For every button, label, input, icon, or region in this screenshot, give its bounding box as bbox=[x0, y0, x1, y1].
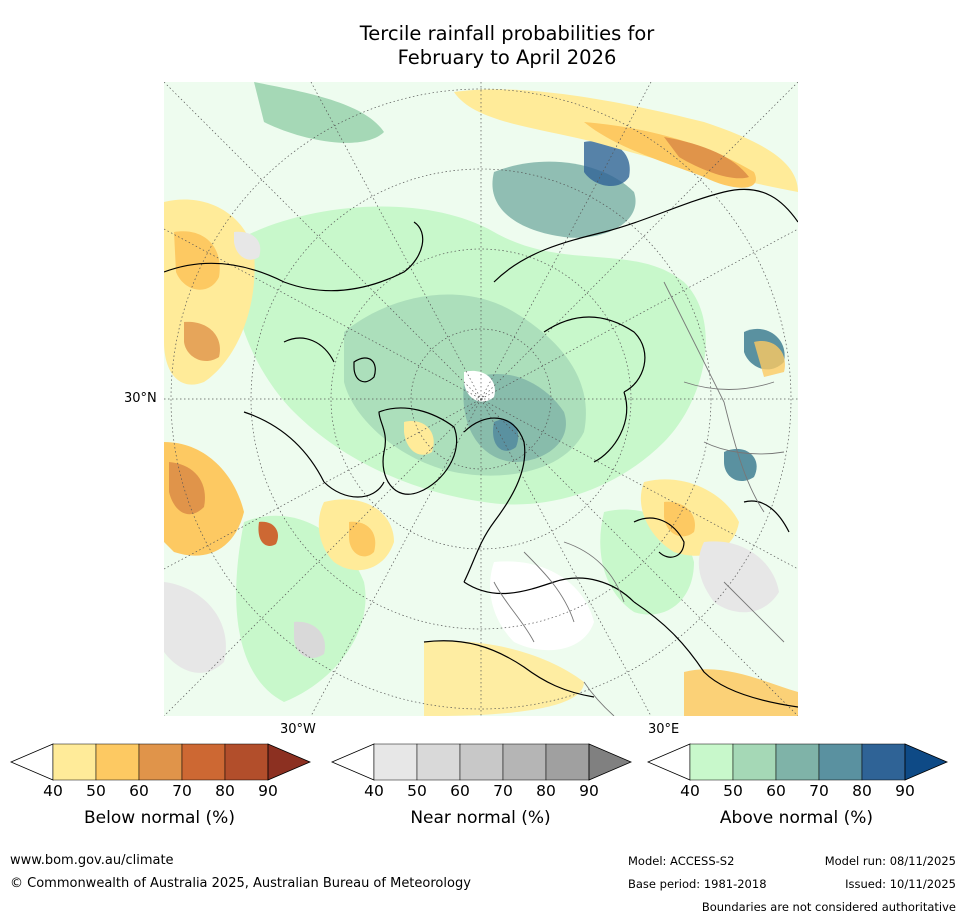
colorbar-above-swatch-50 bbox=[732, 743, 777, 781]
colorbar-below-swatch-80 bbox=[224, 743, 269, 781]
colorbar-below-swatch-40 bbox=[52, 743, 97, 781]
title-line-1: Tercile rainfall probabilities for bbox=[359, 22, 655, 45]
colorbar-near-swatch-50 bbox=[416, 743, 461, 781]
title-line-2: February to April 2026 bbox=[397, 46, 617, 69]
lat-label-30n: 30°N bbox=[124, 391, 157, 406]
colorbar-near-upper-extend bbox=[588, 743, 633, 781]
colorbar-near-swatch-40 bbox=[373, 743, 418, 781]
colorbar-above-lower-extend bbox=[646, 743, 691, 781]
footer-issued: Issued: 10/11/2025 bbox=[845, 877, 956, 891]
chart-title: Tercile rainfall probabilities for Febru… bbox=[0, 22, 965, 70]
colorbar-near bbox=[330, 743, 633, 785]
footer-copyright: © Commonwealth of Australia 2025, Austra… bbox=[10, 876, 471, 891]
colorbar-near-label: Near normal (%) bbox=[410, 808, 551, 828]
colorbar-below-swatch-70 bbox=[181, 743, 226, 781]
colorbar-near-swatch-80 bbox=[545, 743, 590, 781]
colorbar-near-swatch-60 bbox=[459, 743, 504, 781]
colorbar-below-swatch-60 bbox=[138, 743, 183, 781]
colorbar-near-swatch-70 bbox=[502, 743, 547, 781]
map-coastlines bbox=[164, 188, 798, 708]
map-boundaries bbox=[493, 281, 785, 716]
footer-model-run: Model run: 08/11/2025 bbox=[824, 854, 956, 868]
colorbar-near-lower-extend bbox=[330, 743, 375, 781]
colorbar-above-upper-extend bbox=[904, 743, 949, 781]
colorbar-above-swatch-40 bbox=[689, 743, 734, 781]
colorbar-above-swatch-60 bbox=[775, 743, 820, 781]
footer-disclaimer: Boundaries are not considered authoritat… bbox=[701, 900, 956, 914]
probability-map bbox=[164, 82, 798, 716]
lon-label-30e: 30°E bbox=[648, 722, 680, 737]
colorbar-below-lower-extend bbox=[9, 743, 54, 781]
footer-website: www.bom.gov.au/climate bbox=[10, 853, 174, 868]
colorbar-below-label: Below normal (%) bbox=[84, 808, 235, 828]
colorbar-above-label: Above normal (%) bbox=[719, 808, 874, 828]
colorbar-below-swatch-50 bbox=[95, 743, 140, 781]
colorbar-below bbox=[9, 743, 312, 785]
colorbar-above-swatch-80 bbox=[861, 743, 906, 781]
colorbar-above bbox=[646, 743, 949, 785]
footer-base-period: Base period: 1981-2018 bbox=[628, 877, 767, 891]
colorbar-above-swatch-70 bbox=[818, 743, 863, 781]
colorbar-below-swatches bbox=[9, 743, 312, 781]
footer-model: Model: ACCESS-S2 bbox=[628, 854, 735, 868]
lon-label-30w: 30°W bbox=[280, 722, 316, 737]
map-graticule bbox=[164, 82, 798, 716]
colorbar-below-upper-extend bbox=[267, 743, 312, 781]
map-canvas bbox=[164, 82, 798, 716]
colorbar-above-swatches bbox=[646, 743, 949, 781]
colorbar-near-swatches bbox=[330, 743, 633, 781]
